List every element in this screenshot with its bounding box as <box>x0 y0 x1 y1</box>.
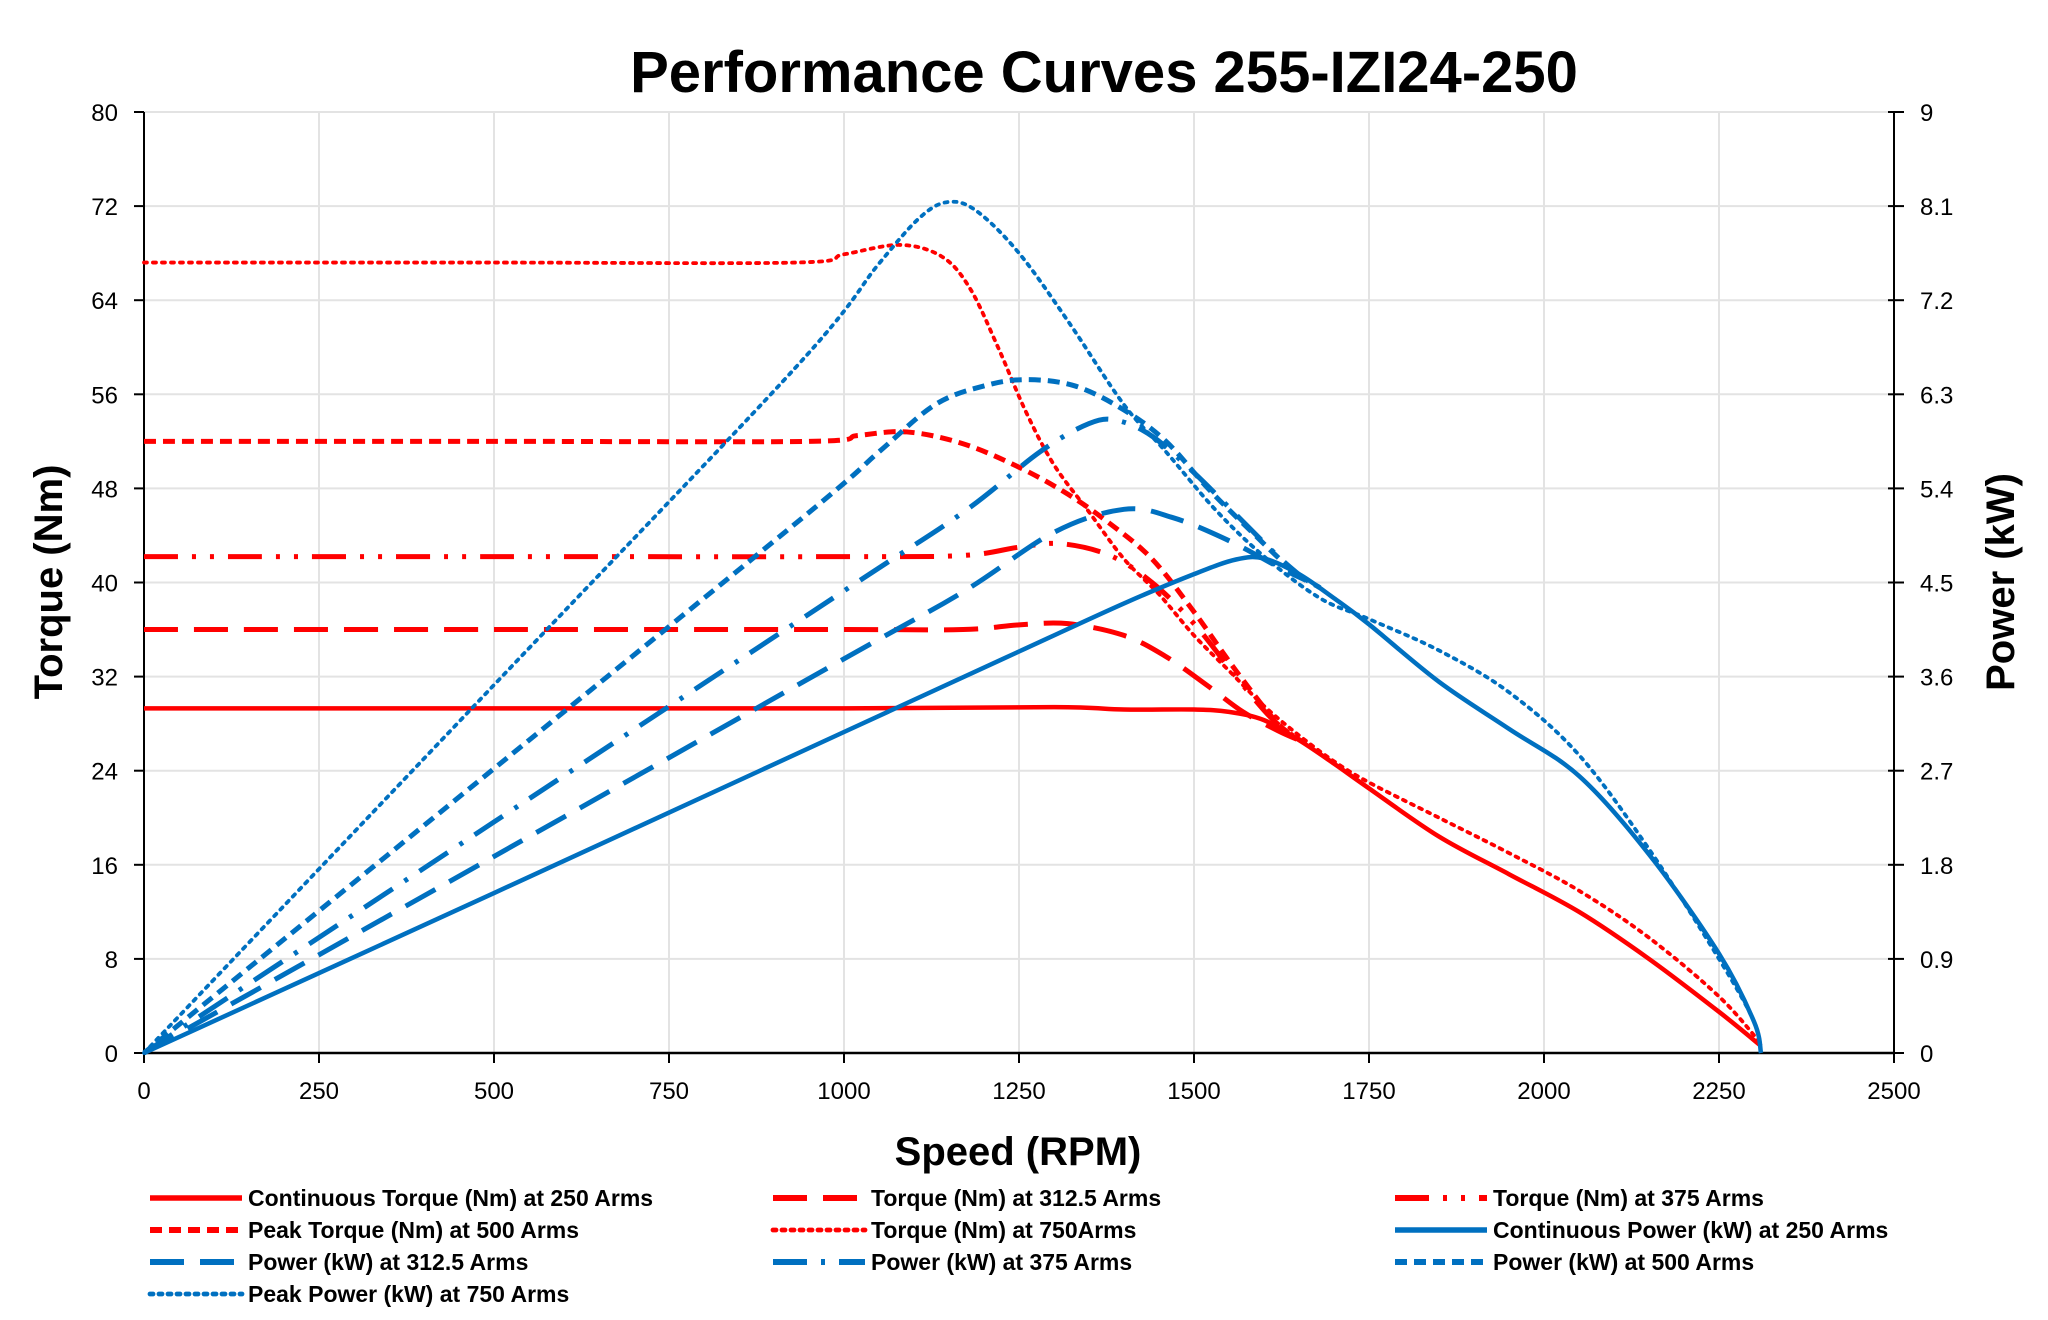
y-tick-label: 64 <box>91 288 118 315</box>
legend-item: Torque (Nm) at 312.5 Arms <box>773 1185 1161 1211</box>
y-tick-label: 48 <box>91 476 118 503</box>
legend-item: Power (kW) at 312.5 Arms <box>150 1249 528 1275</box>
x-tick-label: 0 <box>137 1078 150 1105</box>
x-tick-label: 1250 <box>992 1078 1045 1105</box>
x-tick-label: 500 <box>474 1078 514 1105</box>
legend: Continuous Torque (Nm) at 250 Arms Torque… <box>147 1185 1888 1307</box>
x-tick-label: 2250 <box>1692 1078 1745 1105</box>
y2-tick-label: 4.5 <box>1920 571 1953 598</box>
legend-item: Peak Power (kW) at 750 Arms <box>147 1281 569 1307</box>
legend-label: Torque (Nm) at 750Arms <box>871 1217 1136 1243</box>
chart-title: Performance Curves 255-IZI24-250 <box>630 40 1578 105</box>
legend-item: Continuous Torque (Nm) at 250 Arms <box>150 1185 653 1211</box>
curves <box>142 199 1764 1056</box>
x-axis-title: Speed (RPM) <box>895 1130 1142 1174</box>
series-line-peak-torque-nm-at-500-arms <box>144 429 1308 746</box>
series-line-peak-power-kw-at-750-arms <box>142 199 1763 1055</box>
legend-label: Torque (Nm) at 312.5 Arms <box>871 1185 1161 1211</box>
series-line-continuous-power-kw-at-250-arms <box>143 554 1764 1056</box>
y2-tick-label: 0 <box>1920 1041 1933 1068</box>
y2-tick-label: 3.6 <box>1920 665 1953 692</box>
legend-item: Peak Torque (Nm) at 500 Arms <box>150 1217 579 1243</box>
legend-item: Continuous Power (kW) at 250 Arms <box>1395 1217 1888 1243</box>
y2-tick-label: 9 <box>1920 100 1933 127</box>
legend-item: Power (kW) at 500 Arms <box>1395 1249 1754 1275</box>
legend-label: Peak Power (kW) at 750 Arms <box>248 1281 569 1307</box>
legend-item: Power (kW) at 375 Arms <box>773 1249 1132 1275</box>
series-line-power-kw-at-500-arms <box>142 377 1322 1055</box>
legend-label: Peak Torque (Nm) at 500 Arms <box>248 1217 579 1243</box>
legend-label: Continuous Power (kW) at 250 Arms <box>1493 1217 1888 1243</box>
x-tick-label: 2000 <box>1517 1078 1570 1105</box>
axes: 0 250 500 750 1000 1250 1500 1750 2000 2250 250008… <box>91 100 1953 1105</box>
x-tick-label: 750 <box>649 1078 689 1105</box>
series-line-torque-nm-at-375-arms <box>144 540 1301 743</box>
legend-label: Power (kW) at 312.5 Arms <box>248 1249 528 1275</box>
y-tick-label: 8 <box>105 947 118 974</box>
y-tick-label: 24 <box>91 759 118 786</box>
y-tick-label: 40 <box>91 571 118 598</box>
y2-tick-label: 6.3 <box>1920 382 1953 409</box>
series-line-torque-nm-at-312-5-arms <box>143 620 1301 743</box>
legend-item: Torque (Nm) at 375 Arms <box>1395 1185 1764 1211</box>
x-tick-label: 1500 <box>1167 1078 1220 1105</box>
x-tick-label: 2500 <box>1867 1078 1920 1105</box>
y2-tick-label: 7.2 <box>1920 288 1953 315</box>
y-tick-label: 80 <box>91 100 118 127</box>
y-tick-label: 0 <box>105 1041 118 1068</box>
x-tick-label: 1750 <box>1342 1078 1395 1105</box>
y2-tick-label: 0.9 <box>1920 947 1953 974</box>
y2-tick-label: 1.8 <box>1920 853 1953 880</box>
x-tick-label: 250 <box>299 1078 339 1105</box>
y2-tick-label: 5.4 <box>1920 476 1953 503</box>
y-tick-label: 56 <box>91 382 118 409</box>
series-line-continuous-torque-nm-at-250-arms <box>144 704 1763 1048</box>
y-tick-label: 16 <box>91 853 118 880</box>
series-line-torque-nm-at-750arms <box>142 243 1763 1046</box>
legend-label: Continuous Torque (Nm) at 250 Arms <box>248 1185 653 1211</box>
y-axis-title: Torque (Nm) <box>27 465 71 700</box>
gridlines <box>144 111 1894 1053</box>
series-line-power-kw-at-312-5-arms <box>142 506 1308 1056</box>
x-tick-label: 1000 <box>817 1078 870 1105</box>
y2-tick-label: 2.7 <box>1920 759 1953 786</box>
y-tick-label: 32 <box>91 665 118 692</box>
series-line-power-kw-at-375-arms <box>142 416 1308 1056</box>
legend-label: Power (kW) at 375 Arms <box>871 1249 1132 1275</box>
legend-label: Torque (Nm) at 375 Arms <box>1493 1185 1764 1211</box>
legend-item: Torque (Nm) at 750Arms <box>770 1217 1136 1243</box>
legend-label: Power (kW) at 500 Arms <box>1493 1249 1754 1275</box>
y2-axis-title: Power (kW) <box>1979 473 2023 691</box>
y-tick-label: 72 <box>91 194 118 221</box>
y2-tick-label: 8.1 <box>1920 194 1953 221</box>
